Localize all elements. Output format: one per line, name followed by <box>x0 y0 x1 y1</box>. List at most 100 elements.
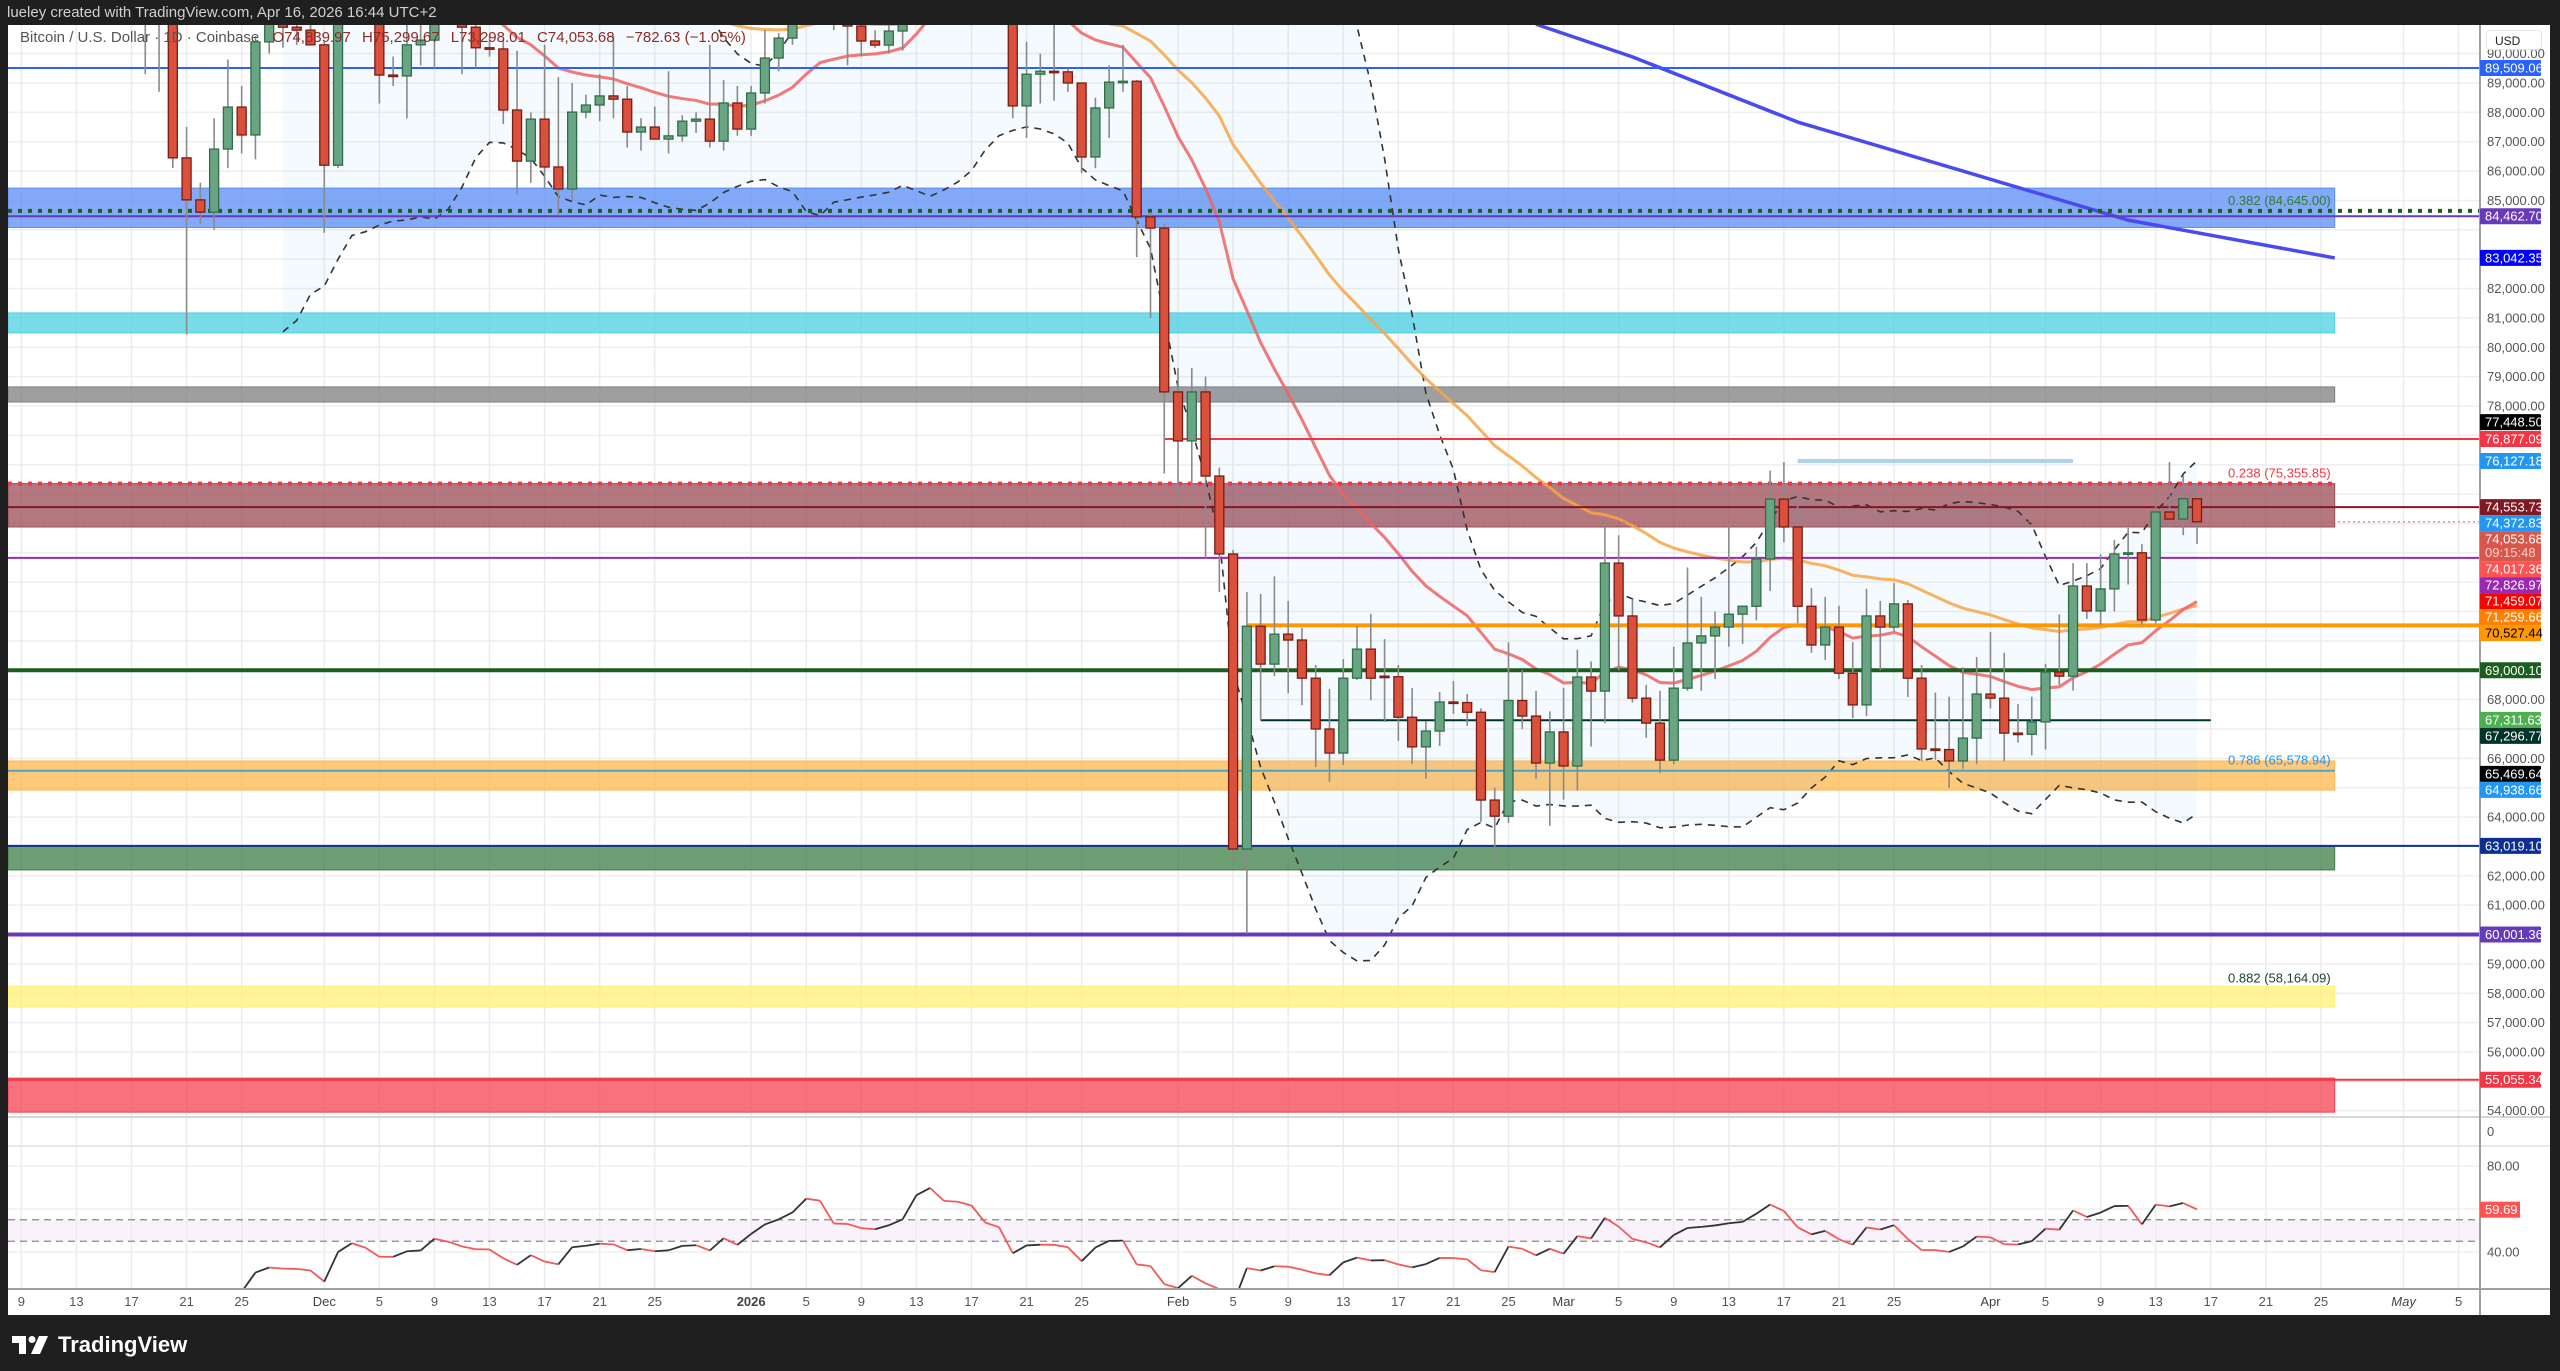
candle-up[interactable] <box>208 148 220 213</box>
candle-down[interactable] <box>1641 697 1652 724</box>
candle-up[interactable] <box>787 10 798 39</box>
candle-down[interactable] <box>305 29 316 46</box>
candle-up[interactable] <box>1971 693 1982 739</box>
candle-down[interactable] <box>1159 227 1170 393</box>
candle-up[interactable] <box>746 92 757 130</box>
candle-up[interactable] <box>1709 626 1721 637</box>
candle-up[interactable] <box>594 95 605 106</box>
candle-up[interactable] <box>2122 552 2134 555</box>
candle-down[interactable] <box>387 74 399 78</box>
candle-down[interactable] <box>1310 677 1321 730</box>
candle-up[interactable] <box>1269 633 1280 665</box>
candle-down[interactable] <box>1806 605 1817 646</box>
candle-up[interactable] <box>2109 553 2120 590</box>
candle-down[interactable] <box>1778 498 1790 528</box>
candle-up[interactable] <box>566 111 578 190</box>
candle-up[interactable] <box>1503 699 1514 817</box>
candle-up[interactable] <box>1668 687 1679 761</box>
candle-down[interactable] <box>1131 80 1142 218</box>
candle-up[interactable] <box>1599 562 1611 692</box>
candle-up[interactable] <box>718 102 729 142</box>
candle-down[interactable] <box>856 25 867 42</box>
candle-down[interactable] <box>195 199 206 213</box>
candle-down[interactable] <box>277 15 289 28</box>
candle-down[interactable] <box>622 98 633 133</box>
candle-up[interactable] <box>663 135 674 140</box>
candle-up[interactable] <box>897 10 908 32</box>
candle-down[interactable] <box>1517 699 1528 717</box>
candle-down[interactable] <box>1792 526 1803 607</box>
candle-up[interactable] <box>1888 603 1900 628</box>
candle-down[interactable] <box>1558 731 1569 767</box>
candle-down[interactable] <box>608 95 619 100</box>
candle-down[interactable] <box>1406 716 1418 748</box>
candle-down[interactable] <box>1227 553 1239 850</box>
candle-down[interactable] <box>649 126 660 140</box>
candle-down[interactable] <box>1200 391 1211 477</box>
candle-up[interactable] <box>912 0 921 10</box>
candle-up[interactable] <box>1241 625 1253 850</box>
candle-down[interactable] <box>1654 722 1666 761</box>
candle-down[interactable] <box>181 157 192 201</box>
candle-up[interactable] <box>1957 737 1969 762</box>
candle-down[interactable] <box>1916 677 1927 750</box>
candle-up[interactable] <box>2026 721 2037 735</box>
candle-up[interactable] <box>1764 498 1776 560</box>
candle-up[interactable] <box>1351 648 1363 679</box>
candle-up[interactable] <box>1021 73 1032 107</box>
candle-down[interactable] <box>1847 672 1858 706</box>
candle-up[interactable] <box>759 57 771 94</box>
candle-down[interactable] <box>869 40 881 46</box>
candle-down[interactable] <box>1875 615 1886 628</box>
candle-down[interactable] <box>539 118 550 168</box>
candle-down[interactable] <box>2191 498 2203 523</box>
candle-down[interactable] <box>1379 675 1390 679</box>
candle-up[interactable] <box>1117 80 1129 84</box>
candle-down[interactable] <box>2081 585 2092 612</box>
candle-down[interactable] <box>1214 475 1225 555</box>
candle-up[interactable] <box>429 0 440 41</box>
candle-down[interactable] <box>2164 511 2175 520</box>
candle-up[interactable] <box>2178 498 2189 520</box>
candle-down[interactable] <box>732 102 743 130</box>
candle-up[interactable] <box>883 30 894 46</box>
candle-up[interactable] <box>1420 730 1432 748</box>
candle-down[interactable] <box>842 24 853 27</box>
candle-up[interactable] <box>264 15 275 43</box>
candle-up[interactable] <box>1572 676 1583 767</box>
candle-up[interactable] <box>2095 588 2106 612</box>
candle-up[interactable] <box>1820 626 1831 646</box>
candle-down[interactable] <box>1943 748 1955 762</box>
candle-down[interactable] <box>1283 633 1294 641</box>
candle-up[interactable] <box>401 44 413 77</box>
candle-down[interactable] <box>829 0 838 24</box>
candle-up[interactable] <box>2150 511 2161 621</box>
tradingview-logo[interactable]: TradingView <box>12 1332 187 1358</box>
candle-down[interactable] <box>1255 625 1266 665</box>
candle-up[interactable] <box>1723 613 1734 628</box>
main-pane[interactable]: 0.382 (84,645.00) 0.238 (75,355.85) 0.786 … <box>8 0 2480 1113</box>
candle-down[interactable] <box>291 26 302 31</box>
candle-down[interactable] <box>1462 701 1473 713</box>
candle-down[interactable] <box>1076 82 1087 158</box>
candle-down[interactable] <box>553 166 564 190</box>
candle-up[interactable] <box>222 106 234 150</box>
candle-down[interactable] <box>484 47 495 50</box>
candle-down[interactable] <box>1833 626 1845 674</box>
candle-up[interactable] <box>2067 585 2079 677</box>
candle-up[interactable] <box>773 37 784 59</box>
candle-up[interactable] <box>635 126 647 133</box>
candle-up[interactable] <box>332 10 344 166</box>
candle-up[interactable] <box>1434 701 1445 732</box>
candle-up[interactable] <box>802 0 811 10</box>
candle-up[interactable] <box>1035 70 1046 75</box>
candle-down[interactable] <box>1902 603 1913 679</box>
candle-down[interactable] <box>704 118 715 142</box>
candle-down[interactable] <box>470 26 481 49</box>
candle-up[interactable] <box>1090 107 1101 158</box>
candle-up[interactable] <box>677 120 688 137</box>
candle-up[interactable] <box>525 118 536 162</box>
candle-up[interactable] <box>1737 605 1748 615</box>
candle-down[interactable] <box>1627 615 1638 699</box>
